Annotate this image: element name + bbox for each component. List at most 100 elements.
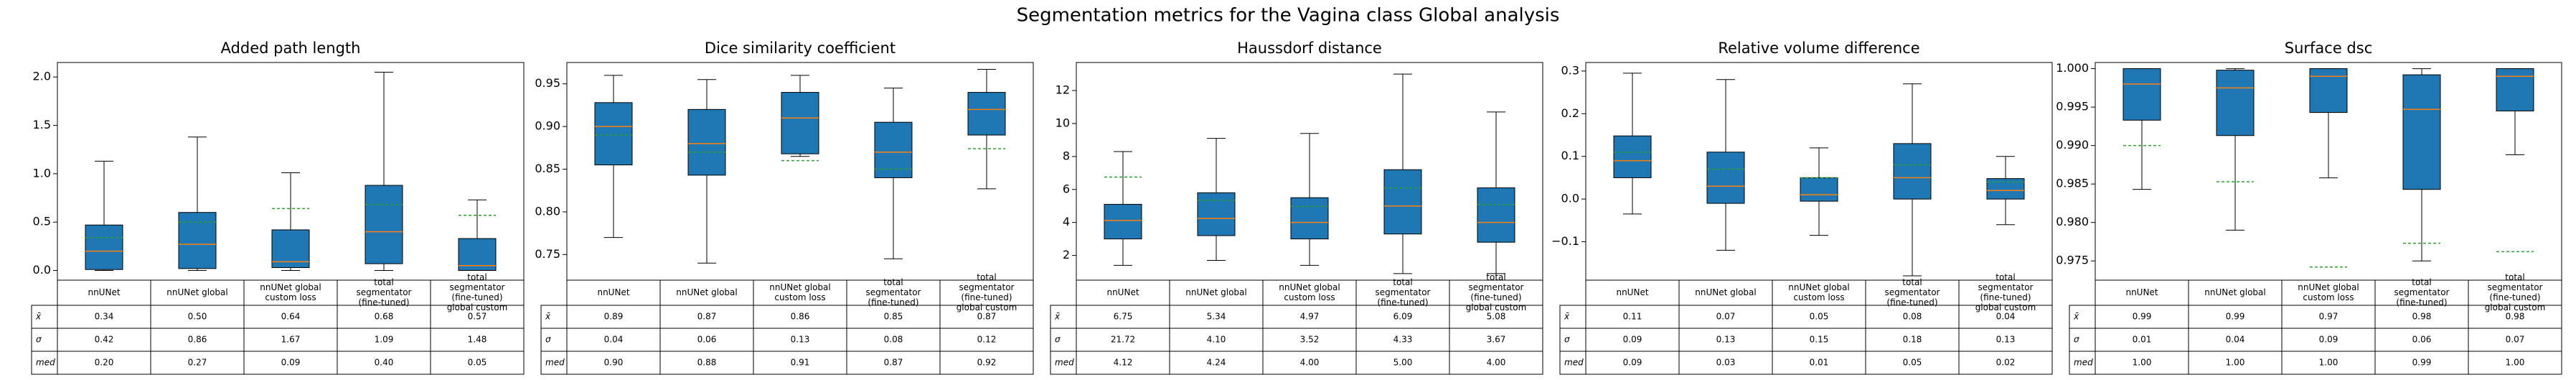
table-value: 1.00 xyxy=(2319,358,2338,368)
table-value: 0.06 xyxy=(2412,335,2432,345)
table-header-label: segmentator xyxy=(1978,282,2034,292)
table-header-label: segmentator xyxy=(1469,282,1524,292)
table-value: 0.09 xyxy=(1623,335,1642,345)
table-header-label: total xyxy=(374,277,393,287)
y-tick-label: 0.2 xyxy=(1561,106,1579,120)
table-header-label: total xyxy=(1902,277,1922,287)
y-tick-label: 10 xyxy=(1056,116,1070,129)
table-header-label: nnUNet xyxy=(597,287,629,297)
y-tick-label: 0.980 xyxy=(2056,215,2089,228)
table-value: 0.99 xyxy=(2133,312,2152,322)
subplot-title: Added path length xyxy=(221,40,361,57)
table-header-label: nnUNet global xyxy=(260,282,321,292)
table-row-label: x̄ xyxy=(1054,312,1061,322)
table-value: 4.97 xyxy=(1300,312,1320,322)
table-value: 0.27 xyxy=(188,358,207,368)
table-header-label: segmentator xyxy=(866,287,921,297)
box xyxy=(1197,192,1236,236)
table-header-label: nnUNet global xyxy=(1695,287,1756,297)
table-header-label: total xyxy=(2505,272,2524,282)
table-value: 0.92 xyxy=(977,358,997,368)
table-value: 0.04 xyxy=(1996,312,2016,322)
table-value: 0.13 xyxy=(791,335,810,345)
table-value: 0.50 xyxy=(188,312,207,322)
table-header-label: custom loss xyxy=(265,292,316,302)
y-tick-label: 0.1 xyxy=(1561,149,1579,162)
table-value: 0.87 xyxy=(884,358,903,368)
table-value: 4.10 xyxy=(1207,335,1226,345)
table-value: 0.68 xyxy=(375,312,394,322)
table-row-label: σ xyxy=(1564,335,1570,345)
y-tick-label: 12 xyxy=(1056,83,1070,97)
table-header-label: (fine-tuned) xyxy=(2396,297,2447,307)
table-value: 0.57 xyxy=(468,312,487,322)
table-header-label: custom loss xyxy=(1793,292,1844,302)
box xyxy=(85,224,123,270)
table-value: 0.91 xyxy=(791,358,810,368)
table-header-label: nnUNet global xyxy=(676,287,737,297)
table-header-label: nnUNet global xyxy=(1279,282,1340,292)
y-tick-label: 2 xyxy=(1063,248,1070,261)
box xyxy=(1613,135,1652,178)
y-tick-label: 0.975 xyxy=(2056,254,2089,267)
table-value: 0.06 xyxy=(697,335,717,345)
table-value: 6.09 xyxy=(1393,312,1413,322)
table-value: 1.67 xyxy=(281,335,301,345)
y-tick-label: 0.3 xyxy=(1561,63,1579,77)
box xyxy=(2402,74,2441,190)
table-header-label: (fine-tuned) xyxy=(961,292,1012,302)
table-value: 0.86 xyxy=(791,312,810,322)
box xyxy=(1706,152,1745,204)
table-header-label: (fine-tuned) xyxy=(451,292,502,302)
table-header-label: custom loss xyxy=(2303,292,2354,302)
table-row-label: x̄ xyxy=(545,312,551,322)
table-header-label: segmentator xyxy=(1885,287,1940,297)
table-header-label: total xyxy=(883,277,903,287)
y-tick-label: 6 xyxy=(1063,182,1070,195)
table-value: 0.99 xyxy=(2412,358,2432,368)
y-tick-label: 0.995 xyxy=(2056,100,2089,113)
table-value: 4.33 xyxy=(1393,335,1413,345)
figure-title: Segmentation metrics for the Vagina clas… xyxy=(1017,5,1560,27)
table-header-label: nnUNet xyxy=(1106,287,1139,297)
box xyxy=(2123,68,2161,121)
table-value: 1.00 xyxy=(2226,358,2245,368)
y-tick-label: 0.85 xyxy=(535,162,560,175)
table-value: 0.09 xyxy=(1623,358,1642,368)
table-header-label: segmentator xyxy=(2394,287,2450,297)
y-tick-label: 0.95 xyxy=(535,76,560,90)
table-value: 1.00 xyxy=(2506,358,2525,368)
table-header-label: (fine-tuned) xyxy=(1886,297,1937,307)
table-cell xyxy=(939,351,1034,375)
table-row-label: med xyxy=(1055,358,1074,368)
table-header-label: custom loss xyxy=(1284,292,1335,302)
box xyxy=(1383,169,1422,235)
y-tick-label: 1.0 xyxy=(33,166,51,180)
table-value: 4.00 xyxy=(1487,358,1506,368)
table-value: 0.01 xyxy=(2133,335,2152,345)
table-row-label: σ xyxy=(2074,335,2079,345)
table-value: 0.15 xyxy=(1810,335,1829,345)
table-value: 1.09 xyxy=(375,335,394,345)
table-value: 0.86 xyxy=(188,335,207,345)
table-header-label: nnUNet global xyxy=(2298,282,2359,292)
table-cell xyxy=(2468,351,2562,375)
table-header-label: (fine-tuned) xyxy=(1377,297,1428,307)
table-value: 0.34 xyxy=(95,312,114,322)
y-tick-label: 0.80 xyxy=(535,204,560,218)
table-row-label: x̄ xyxy=(2073,312,2079,322)
y-tick-label: 0.5 xyxy=(33,215,51,228)
table-value: 0.85 xyxy=(884,312,903,322)
table-value: 0.04 xyxy=(604,335,624,345)
table-value: 4.24 xyxy=(1207,358,1226,368)
table-header-label: total xyxy=(2412,277,2431,287)
table-header-label: (fine-tuned) xyxy=(868,297,918,307)
table-header-label: custom loss xyxy=(774,292,825,302)
subplot-title: Relative volume difference xyxy=(1718,40,1919,57)
table-cell xyxy=(430,351,525,375)
y-tick-label: 8 xyxy=(1063,149,1070,162)
table-row-label: σ xyxy=(1055,335,1061,345)
table-header-label: segmentator xyxy=(357,287,412,297)
table-value: 0.03 xyxy=(1716,358,1736,368)
table-value: 0.97 xyxy=(2319,312,2338,322)
